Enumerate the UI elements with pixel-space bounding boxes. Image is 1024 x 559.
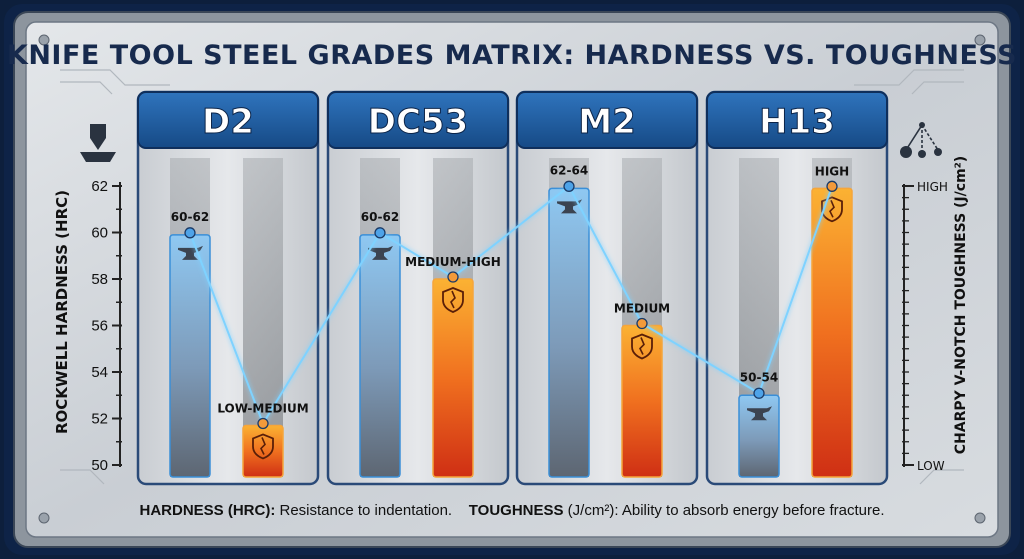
anvil-icon [747, 406, 772, 421]
y-right-top-label: HIGH [917, 180, 948, 194]
connector [184, 180, 838, 430]
toughness-value-label: LOW-MEDIUM [217, 401, 308, 415]
bar-toughness-dc53 [432, 278, 474, 478]
toughness-value-label: MEDIUM [614, 302, 670, 316]
y-axis-left-label-text: ROCKWELL HARDNESS (HRC) [53, 189, 71, 435]
hardness-value-label: 50-54 [740, 370, 778, 384]
category-label-d2: D2 [202, 102, 254, 142]
y-tick-label-left: 54 [91, 364, 108, 381]
footer-toughness-text: : Ability to absorb energy before fractu… [614, 502, 885, 519]
toughness-value-label: HIGH [815, 164, 849, 178]
shield-crack [450, 290, 456, 309]
panel-header-m2 [516, 91, 698, 149]
category-label-m2: M2 [578, 102, 636, 142]
panel-m2 [515, 90, 699, 486]
y-tick-label-left: 50 [91, 457, 108, 474]
panel-dc53 [326, 90, 510, 486]
y-tick-label-left: 56 [91, 318, 108, 335]
footer-hardness-label: HARDNESS (HRC): [139, 502, 276, 519]
broken-shield-icon [252, 433, 274, 460]
axes: 62 60 58 56 54 52 50 HIGH LOW [91, 178, 948, 474]
y-axis-right-label-text: CHARPY V-NOTCH TOUGHNESS (J/cm²) [953, 155, 969, 455]
hardness-value-label: 62-64 [550, 163, 588, 177]
footer-hardness-text: Resistance to indentation. [275, 502, 453, 519]
footer-toughness-label: TOUGHNESS [468, 502, 564, 519]
panel-header-dc53 [327, 91, 509, 149]
hardness-marker [374, 227, 386, 239]
shield-crack [639, 337, 645, 355]
y-right-bottom-label: LOW [917, 459, 945, 473]
broken-shield-icon [442, 287, 464, 313]
footer-toughness-unit: (J/cm²) [563, 502, 615, 519]
anvil-icon [557, 199, 582, 214]
bars [169, 187, 853, 478]
rivets [38, 34, 986, 524]
indentation-press-icon [80, 124, 116, 162]
anvil-icon [368, 245, 393, 260]
y-tick-label-left: 52 [91, 411, 108, 428]
toughness-marker [826, 180, 838, 192]
bar-toughness-m2 [621, 324, 663, 478]
hardness-value-label: 60-62 [361, 210, 399, 224]
category-label-dc53: DC53 [368, 102, 469, 142]
toughness-marker [447, 271, 459, 283]
category-label-h13: H13 [759, 102, 835, 142]
hardness-marker [563, 180, 575, 192]
connector-line [189, 184, 833, 426]
panel-d2 [136, 90, 320, 486]
toughness-value-label: MEDIUM-HIGH [405, 255, 501, 269]
circuit-lines [60, 69, 964, 485]
chart-title: KNIFE TOOL STEEL GRADES MATRIX: HARDNESS… [6, 40, 1018, 71]
footer-legend: HARDNESS (HRC): Resistance to indentatio… [0, 502, 1024, 519]
bar-hardness-dc53 [359, 234, 401, 478]
panel-header-d2 [137, 91, 319, 149]
hardness-value-label: 60-62 [171, 210, 209, 224]
y-tick-label-left: 60 [91, 225, 108, 242]
bar-hardness-h13 [738, 394, 780, 478]
toughness-marker [257, 417, 269, 430]
bar-hardness-m2 [548, 187, 590, 478]
y-tick-label-left: 62 [91, 178, 108, 195]
toughness-marker [636, 317, 648, 330]
y-tick-label-left: 58 [91, 271, 108, 288]
shield-crack [829, 200, 835, 218]
panel-header-h13 [706, 91, 888, 149]
broken-shield-icon [631, 333, 653, 360]
hardness-marker [184, 227, 196, 239]
labels: 60-62 LOW-MEDIUM 60-62 MEDIUM-HIGH 62-64 MEDI… [171, 163, 849, 415]
bar-toughness-h13 [811, 187, 853, 478]
hardness-marker [753, 387, 765, 399]
shield-crack [260, 437, 266, 455]
pendulum-icon [900, 122, 942, 158]
